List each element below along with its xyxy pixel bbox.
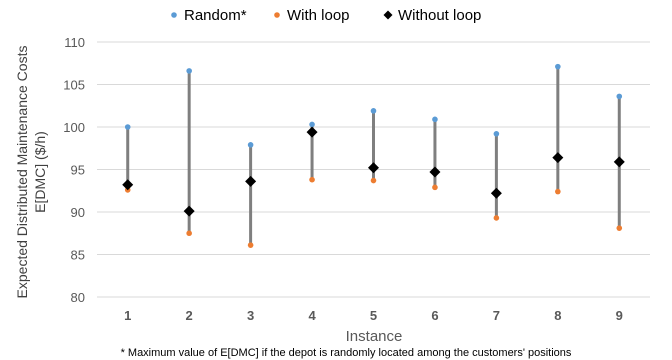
legend-marker-with-loop [274, 12, 280, 18]
point-without-loop-2 [183, 205, 195, 217]
point-without-loop-9 [613, 156, 625, 168]
y-tick-label-100: 100 [63, 120, 85, 135]
point-without-loop-7 [490, 187, 502, 199]
point-without-loop-3 [245, 175, 257, 187]
point-random-3 [247, 142, 254, 148]
legend-marker-without-loop [383, 10, 393, 20]
x-tick-label-7: 7 [493, 308, 500, 323]
legend-label-random: Random* [184, 7, 247, 24]
legend-label-with-loop: With loop [287, 7, 350, 24]
x-tick-label-2: 2 [186, 308, 193, 323]
point-random-2 [186, 68, 192, 74]
point-random-4 [309, 121, 315, 128]
point-without-loop-6 [429, 166, 441, 178]
point-with-loop-7 [493, 215, 500, 221]
point-with-loop-5 [370, 177, 377, 184]
legend-label-without-loop: Without loop [398, 7, 481, 24]
x-tick-label-4: 4 [308, 308, 316, 323]
y-axis-ticks: 80 85 90 95 100 105 110 [63, 35, 85, 305]
point-with-loop-6 [432, 184, 438, 191]
point-random-9 [616, 93, 623, 100]
y-tick-label-90: 90 [71, 205, 85, 220]
x-tick-label-6: 6 [431, 308, 438, 323]
point-with-loop-4 [309, 176, 315, 183]
x-axis-title: Instance [346, 328, 403, 345]
point-with-loop-2 [186, 230, 192, 237]
point-random-5 [370, 108, 377, 114]
point-without-loop-5 [368, 162, 379, 174]
y-tick-label-85: 85 [71, 248, 85, 263]
y-tick-label-80: 80 [71, 290, 85, 305]
point-without-loop-8 [552, 152, 564, 164]
y-tick-label-95: 95 [71, 163, 85, 178]
point-random-7 [493, 131, 500, 137]
footnote: * Maximum value of E[DMC] if the depot i… [121, 347, 572, 359]
point-with-loop-3 [247, 242, 254, 248]
range-lines [126, 66, 621, 246]
point-random-8 [555, 63, 561, 70]
point-random-1 [124, 124, 131, 130]
data-marks [122, 63, 625, 248]
legend: Random* With loop Without loop [171, 7, 481, 24]
point-without-loop-1 [122, 179, 134, 191]
x-tick-label-5: 5 [370, 308, 377, 323]
y-axis-title-line2: E[DMC] ($/h) [32, 131, 48, 213]
x-tick-label-9: 9 [616, 308, 623, 323]
y-tick-label-110: 110 [64, 35, 85, 50]
legend-marker-random [171, 12, 177, 18]
y-tick-label-105: 105 [63, 78, 85, 93]
y-axis-title-line1: Expected Distributed Maintenance Costs [14, 46, 30, 299]
point-with-loop-8 [555, 188, 561, 195]
point-random-6 [432, 116, 438, 123]
point-without-loop-4 [306, 126, 318, 138]
point-with-loop-9 [616, 225, 623, 231]
x-tick-label-3: 3 [247, 308, 254, 323]
x-tick-label-1: 1 [124, 308, 131, 323]
x-axis-ticks: 1 2 3 4 5 6 7 8 9 [124, 308, 623, 323]
x-tick-label-8: 8 [554, 308, 561, 323]
